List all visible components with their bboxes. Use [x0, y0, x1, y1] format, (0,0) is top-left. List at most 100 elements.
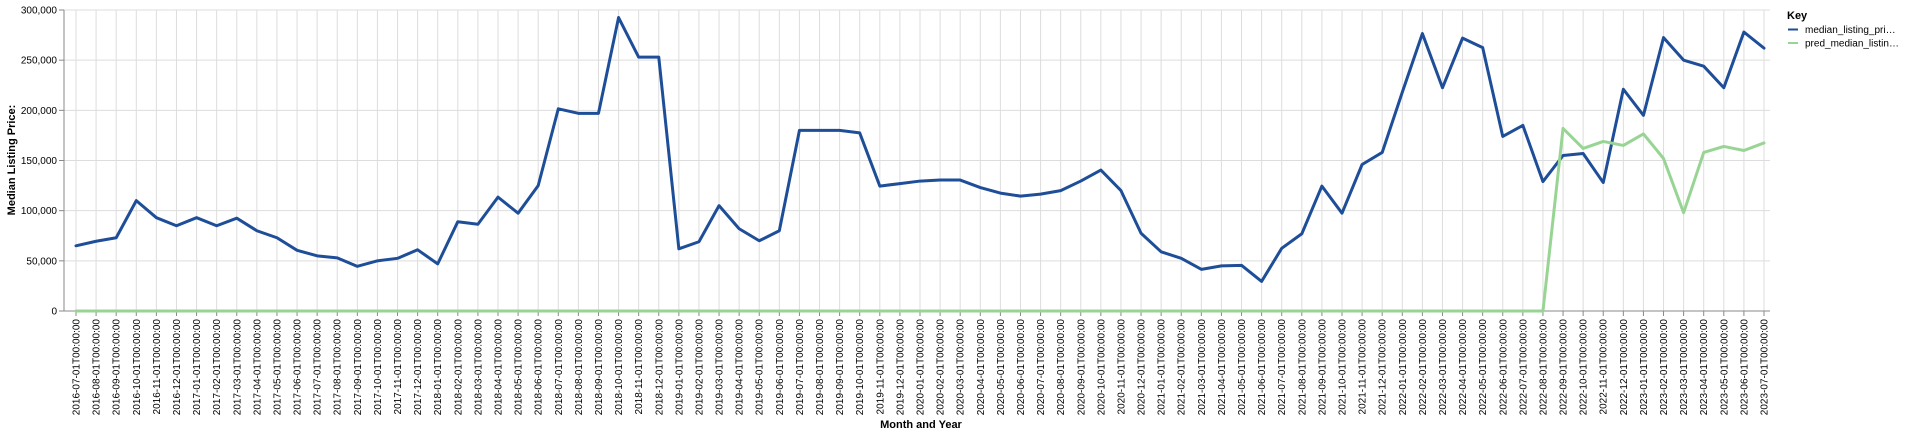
x-tick-label: 2016-10-01T00:00:00	[132, 319, 143, 416]
y-tick-label: 250,000	[21, 56, 58, 67]
x-tick-label: 2021-01-01T00:00:00	[1157, 319, 1168, 416]
x-tick-label: 2022-09-01T00:00:00	[1559, 319, 1570, 416]
x-tick-label: 2017-10-01T00:00:00	[373, 319, 384, 416]
x-tick-label: 2021-07-01T00:00:00	[1277, 319, 1288, 416]
x-tick-label: 2018-08-01T00:00:00	[574, 319, 585, 416]
x-tick-label: 2017-04-01T00:00:00	[252, 319, 263, 416]
x-tick-label: 2018-02-01T00:00:00	[453, 319, 464, 416]
x-tick-label: 2020-05-01T00:00:00	[996, 319, 1007, 416]
series-layer	[74, 16, 1766, 313]
x-tick-label: 2021-04-01T00:00:00	[1217, 319, 1228, 416]
x-tick-label: 2018-10-01T00:00:00	[614, 319, 625, 416]
x-tick-label: 2022-12-01T00:00:00	[1619, 319, 1630, 416]
x-tick-label: 2019-12-01T00:00:00	[895, 319, 906, 416]
x-tick-label: 2023-04-01T00:00:00	[1699, 319, 1710, 416]
x-tick-label: 2021-05-01T00:00:00	[1237, 319, 1248, 416]
y-tick-label: 50,000	[26, 256, 57, 267]
x-tick-label: 2020-07-01T00:00:00	[1036, 319, 1047, 416]
x-tick-label: 2023-05-01T00:00:00	[1719, 319, 1730, 416]
x-tick-label: 2022-07-01T00:00:00	[1518, 319, 1529, 416]
x-tick-label: 2017-11-01T00:00:00	[393, 319, 404, 415]
legend-label-1: median_listing_pri…	[1805, 25, 1896, 36]
x-tick-label: 2021-11-01T00:00:00	[1358, 319, 1369, 415]
x-tick-label: 2016-07-01T00:00:00	[72, 319, 83, 416]
x-tick-label: 2020-06-01T00:00:00	[1016, 319, 1027, 416]
x-tick-label: 2019-04-01T00:00:00	[735, 319, 746, 416]
x-tick-label: 2019-07-01T00:00:00	[795, 319, 806, 416]
y-tick-label: 200,000	[21, 106, 58, 117]
x-tick-label: 2022-10-01T00:00:00	[1579, 319, 1590, 416]
y-tick-label: 150,000	[21, 156, 58, 167]
x-tick-label: 2021-08-01T00:00:00	[1297, 319, 1308, 416]
x-tick-label: 2017-08-01T00:00:00	[333, 319, 344, 416]
x-tick-label: 2018-07-01T00:00:00	[554, 319, 565, 416]
x-tick-label: 2020-10-01T00:00:00	[1096, 319, 1107, 416]
legend-label-2: pred_median_listin…	[1805, 39, 1899, 50]
x-tick-label: 2023-01-01T00:00:00	[1639, 319, 1650, 416]
x-axis-title: Month and Year	[880, 419, 962, 431]
x-tick-label: 2018-09-01T00:00:00	[594, 319, 605, 416]
x-tick-label: 2018-01-01T00:00:00	[433, 319, 444, 416]
x-tick-label: 2016-11-01T00:00:00	[152, 319, 163, 415]
y-axis-title: Median Listing Price:	[6, 105, 18, 216]
series-line-1	[74, 16, 1766, 283]
x-tick-label: 2018-06-01T00:00:00	[534, 319, 545, 416]
x-tick-label: 2019-03-01T00:00:00	[715, 319, 726, 416]
x-tick-label: 2022-03-01T00:00:00	[1438, 319, 1449, 416]
x-tick-label: 2022-01-01T00:00:00	[1398, 319, 1409, 416]
x-tick-label: 2019-02-01T00:00:00	[694, 319, 705, 416]
x-tick-label: 2021-09-01T00:00:00	[1317, 319, 1328, 416]
x-tick-label: 2017-03-01T00:00:00	[232, 319, 243, 416]
x-tick-label: 2022-11-01T00:00:00	[1599, 319, 1610, 415]
x-tick-label: 2019-05-01T00:00:00	[755, 319, 766, 416]
x-tick-label: 2020-04-01T00:00:00	[976, 319, 987, 416]
x-tick-label: 2018-05-01T00:00:00	[514, 319, 525, 416]
x-tick-label: 2019-11-01T00:00:00	[875, 319, 886, 415]
legend-title: Key	[1787, 10, 1808, 22]
x-tick-label: 2021-10-01T00:00:00	[1338, 319, 1349, 416]
x-tick-label: 2020-03-01T00:00:00	[956, 319, 967, 416]
x-tick-label: 2017-06-01T00:00:00	[293, 319, 304, 416]
y-tick-label: 300,000	[21, 6, 58, 17]
x-tick-label: 2022-08-01T00:00:00	[1538, 319, 1549, 416]
x-tick-label: 2020-02-01T00:00:00	[936, 319, 947, 416]
x-tick-label: 2022-06-01T00:00:00	[1498, 319, 1509, 416]
x-tick-label: 2017-05-01T00:00:00	[272, 319, 283, 416]
x-tick-label: 2021-03-01T00:00:00	[1197, 319, 1208, 416]
x-tick-label: 2019-06-01T00:00:00	[775, 319, 786, 416]
x-tick-label: 2016-08-01T00:00:00	[92, 319, 103, 416]
x-tick-label: 2023-07-01T00:00:00	[1760, 319, 1771, 416]
legend-entries: median_listing_pri… pred_median_listin…	[1788, 25, 1899, 50]
x-tick-label: 2022-04-01T00:00:00	[1458, 319, 1469, 416]
x-tick-label: 2022-05-01T00:00:00	[1478, 319, 1489, 416]
x-tick-label: 2022-02-01T00:00:00	[1418, 319, 1429, 416]
x-tick-label: 2020-08-01T00:00:00	[1056, 319, 1067, 416]
x-tick-label: 2019-08-01T00:00:00	[815, 319, 826, 416]
x-tick-label: 2021-12-01T00:00:00	[1378, 319, 1389, 416]
x-tick-label: 2017-02-01T00:00:00	[212, 319, 223, 416]
x-tick-label: 2019-09-01T00:00:00	[835, 319, 846, 416]
x-tick-label: 2018-03-01T00:00:00	[473, 319, 484, 416]
x-tick-label: 2020-12-01T00:00:00	[1137, 319, 1148, 416]
x-tick-label: 2018-04-01T00:00:00	[494, 319, 505, 416]
x-tick-label: 2016-09-01T00:00:00	[112, 319, 123, 416]
series-line-2	[74, 126, 1766, 313]
axis-layer: 0 50,000 100,000 150,000 200,000 250,000 300,0…	[21, 6, 1771, 416]
x-tick-label: 2021-06-01T00:00:00	[1257, 319, 1268, 416]
y-tick-label: 100,000	[21, 206, 58, 217]
y-tick-label: 0	[51, 307, 57, 318]
x-tick-label: 2023-02-01T00:00:00	[1659, 319, 1670, 416]
x-tick-label: 2018-11-01T00:00:00	[634, 319, 645, 415]
x-tick-label: 2017-01-01T00:00:00	[192, 319, 203, 416]
x-tick-label: 2019-01-01T00:00:00	[674, 319, 685, 416]
x-tick-label: 2017-09-01T00:00:00	[353, 319, 364, 416]
x-tick-label: 2019-10-01T00:00:00	[855, 319, 866, 416]
x-tick-label: 2018-12-01T00:00:00	[654, 319, 665, 416]
x-tick-label: 2017-12-01T00:00:00	[413, 319, 424, 416]
x-tick-label: 2020-01-01T00:00:00	[916, 319, 927, 416]
x-tick-label: 2017-07-01T00:00:00	[313, 319, 324, 416]
x-tick-label: 2020-11-01T00:00:00	[1116, 319, 1127, 415]
x-tick-label: 2016-12-01T00:00:00	[172, 319, 183, 416]
